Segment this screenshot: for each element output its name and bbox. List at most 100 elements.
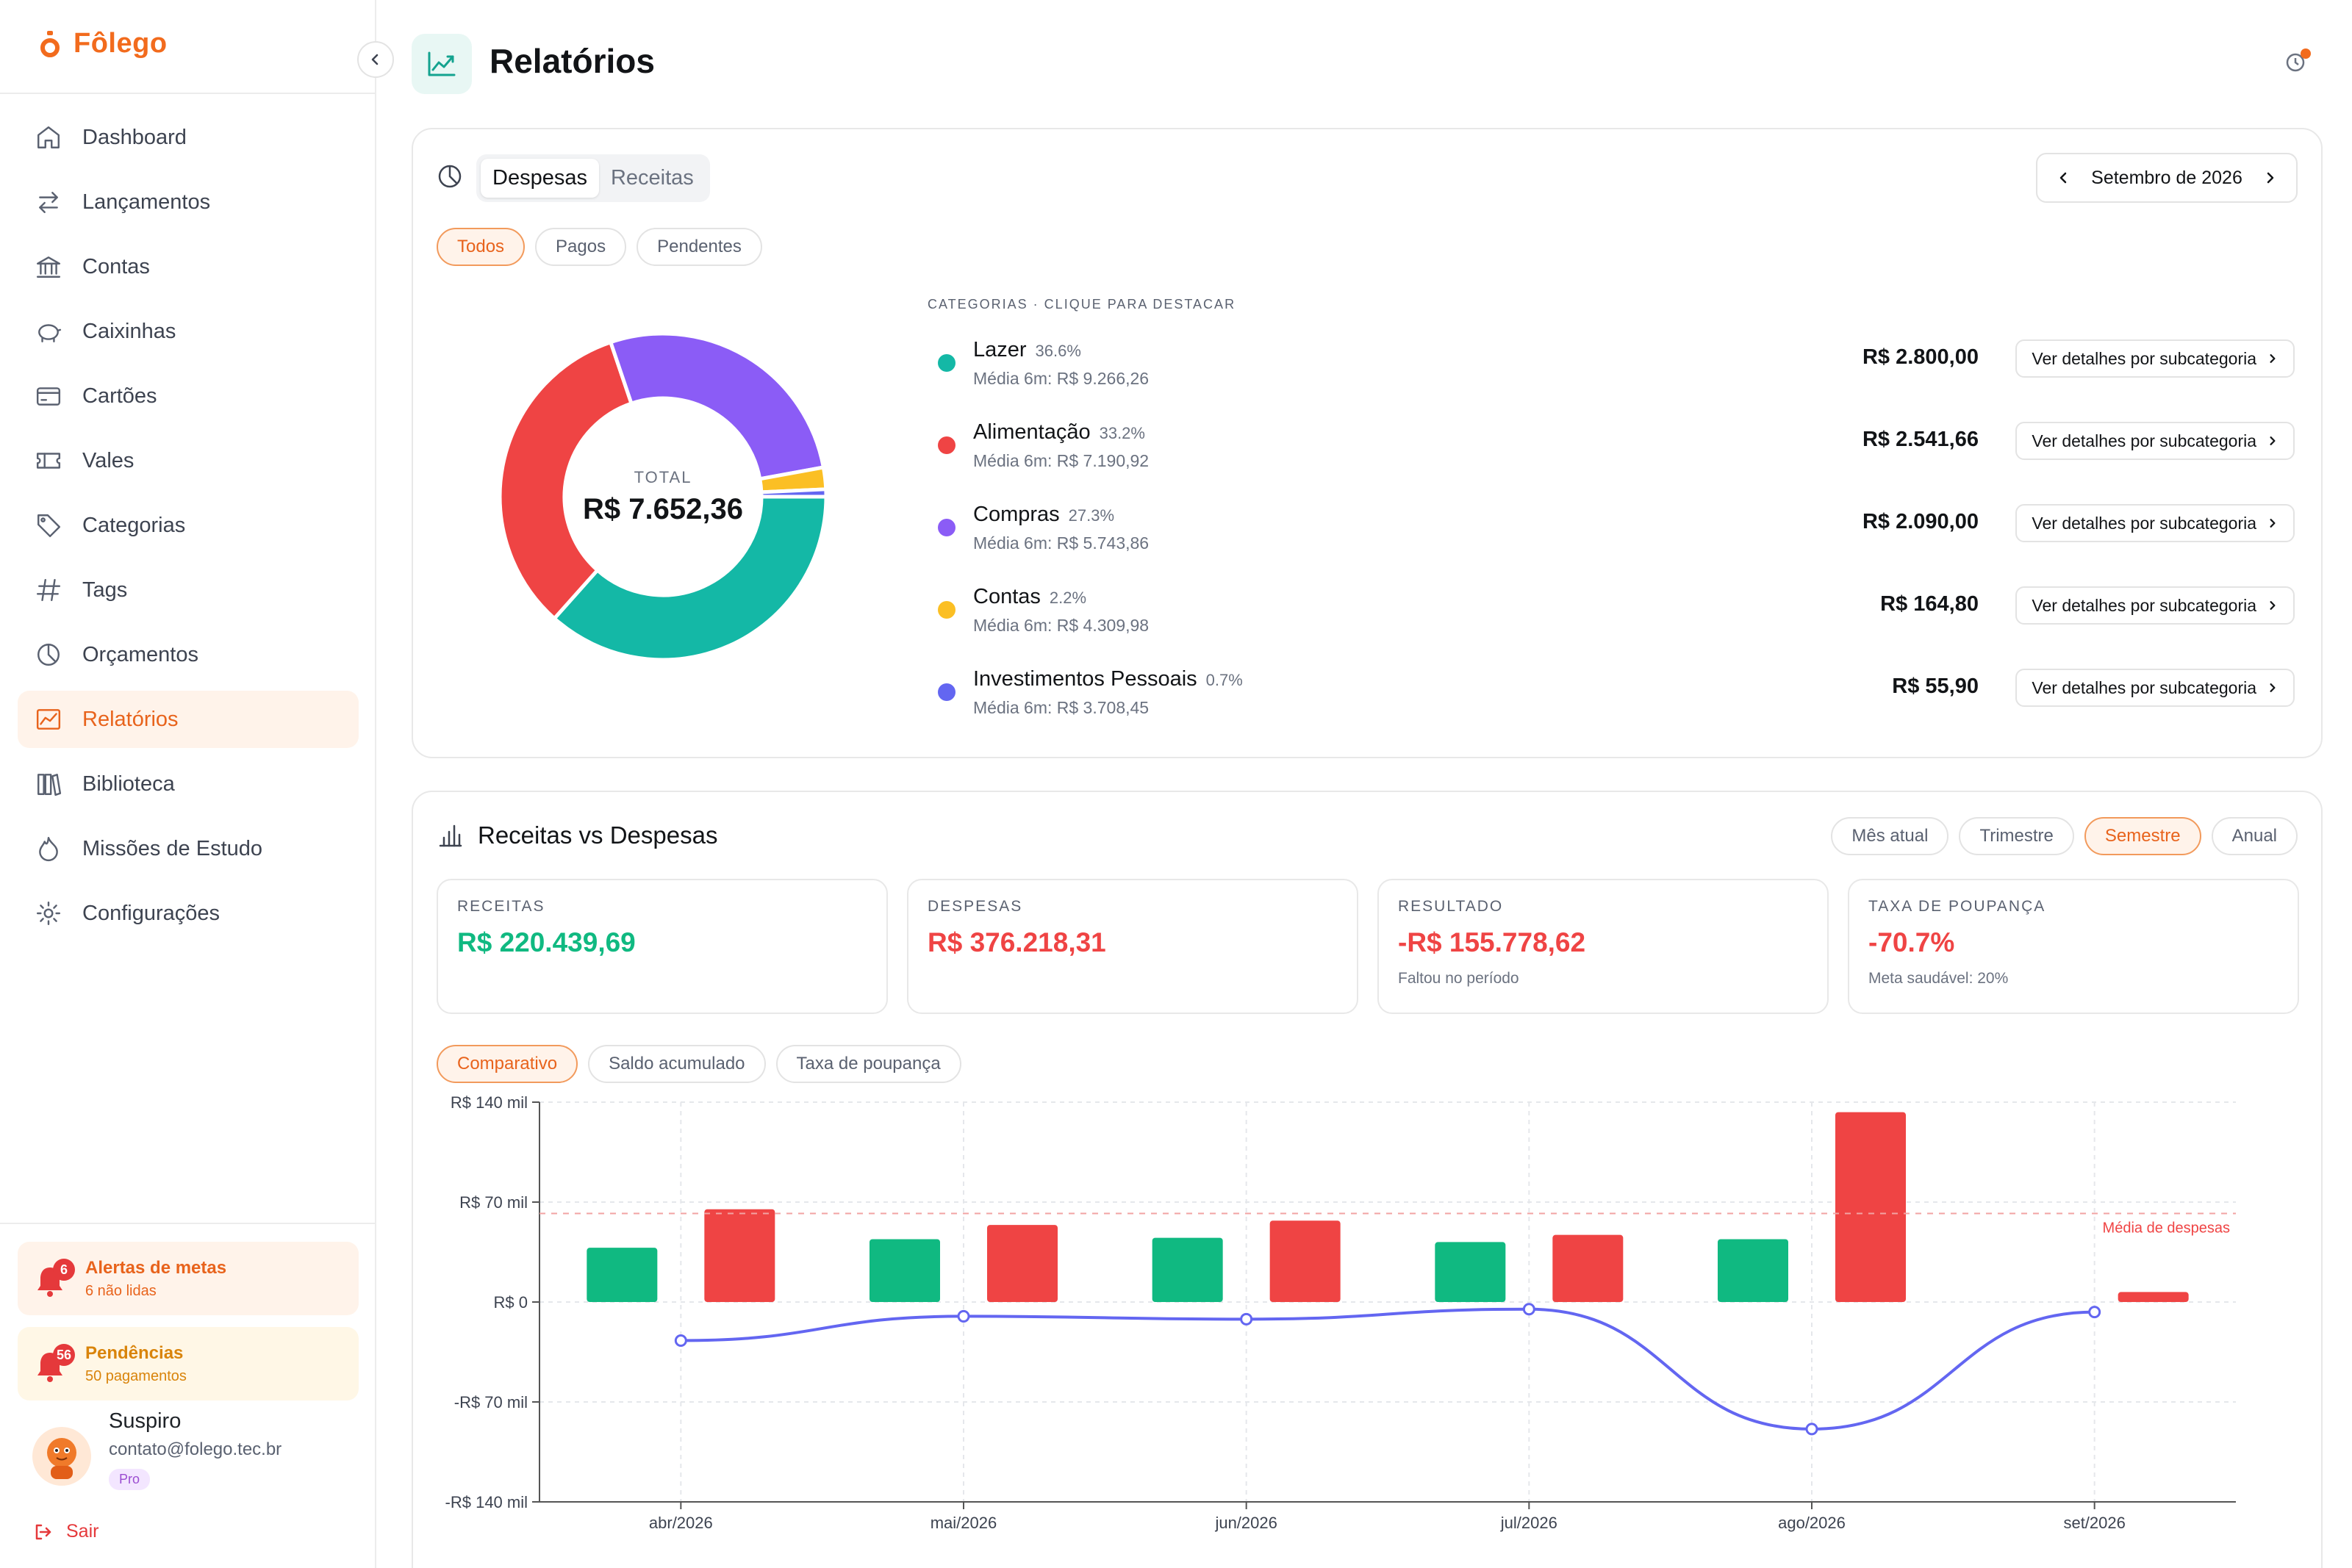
result-point[interactable] [2088,1306,2101,1319]
stat-value: -R$ 155.778,62 [1398,927,1586,957]
period-anual[interactable]: Anual [2211,817,2298,855]
brand-logo-icon [40,30,60,57]
brand[interactable]: Fôlego [40,28,168,60]
result-point[interactable] [1240,1312,1253,1326]
tag-icon [37,514,61,538]
sidebar-item-biblioteca[interactable]: Biblioteca [18,755,359,813]
y-tick-label: R$ 0 [494,1293,528,1312]
chevron-left-icon [371,54,379,65]
sidebar-item-categorias[interactable]: Categorias [18,497,359,554]
logout-icon [35,1524,51,1539]
category-row[interactable]: Alimentação 33.2% Média 6m: R$ 7.190,92 R$ … [938,417,2305,500]
x-tick-label: abr/2026 [649,1514,713,1532]
period-trimestre[interactable]: Trimestre [1959,817,2074,855]
sidebar-item-relatorios[interactable]: Relatórios [18,691,359,748]
view-subcategory-details-button[interactable]: Ver detalhes por subcategoria [2015,504,2295,542]
result-point[interactable] [1522,1303,1535,1316]
stat-subtext: Meta saudável: 20% [1868,970,2009,987]
sidebar-item-missoes-de-estudo[interactable]: Missões de Estudo [18,820,359,877]
category-color-dot [938,519,956,536]
category-row[interactable]: Contas 2.2% Média 6m: R$ 4.309,98 R$ 164,80… [938,582,2305,664]
sidebar-item-configuracoes[interactable]: Configurações [18,885,359,942]
income-bar[interactable] [1435,1242,1506,1302]
y-tick-label: -R$ 70 mil [454,1393,528,1411]
view-subcategory-details-button[interactable]: Ver detalhes por subcategoria [2015,586,2295,625]
period-mes-atual[interactable]: Mês atual [1831,817,1949,855]
sidebar-item-label: Categorias [82,513,186,537]
user-name: Suspiro [109,1409,182,1433]
stat-receitas: RECEITAS R$ 220.439,69 [437,879,888,1014]
expense-bar[interactable] [704,1209,775,1302]
sidebar-item-label: Dashboard [82,125,187,149]
income-bar[interactable] [587,1248,658,1302]
tab-despesas[interactable]: Despesas [481,159,599,198]
stat-resultado: RESULTADO -R$ 155.778,62 Faltou no perío… [1377,879,1829,1014]
period-semestre[interactable]: Semestre [2084,817,2201,855]
income-vs-expense-card: Receitas vs Despesas Mês atual Trimestre… [412,791,2323,1568]
expense-bar[interactable] [1269,1220,1341,1302]
income-bar[interactable] [1718,1239,1788,1302]
category-average: Média 6m: R$ 5.743,86 [973,533,1150,553]
expense-bar[interactable] [1835,1112,1906,1302]
donut-slice[interactable] [759,487,828,499]
view-subcategory-details-button[interactable]: Ver detalhes por subcategoria [2015,339,2295,378]
sidebar-item-orcamentos[interactable]: Orçamentos [18,626,359,683]
sidebar-item-tags[interactable]: Tags [18,561,359,619]
filter-pendentes[interactable]: Pendentes [637,228,762,266]
category-value: R$ 2.541,66 [1862,428,1979,451]
category-average: Média 6m: R$ 7.190,92 [973,451,1150,470]
result-point[interactable] [1805,1423,1818,1436]
category-average: Média 6m: R$ 3.708,45 [973,698,1150,717]
donut-slice[interactable] [608,331,826,481]
view-taxa-poupanca[interactable]: Taxa de poupança [775,1045,961,1083]
view-comparativo[interactable]: Comparativo [437,1045,578,1083]
category-row[interactable]: Compras 27.3% Média 6m: R$ 5.743,86 R$ 2.09… [938,500,2305,582]
sidebar-item-contas[interactable]: Contas [18,238,359,295]
sidebar-item-label: Orçamentos [82,642,198,666]
donut-slice[interactable] [498,339,634,622]
x-tick-label: ago/2026 [1778,1514,1846,1532]
average-expense-label: Média de despesas [2103,1220,2230,1237]
sidebar-item-lancamentos[interactable]: Lançamentos [18,173,359,231]
category-name: Compras [973,503,1060,526]
category-percent: 2.2% [1049,589,1087,607]
collapse-sidebar-button[interactable] [357,41,394,78]
logout-label: Sair [66,1521,99,1542]
category-color-dot [938,354,956,372]
filter-todos[interactable]: Todos [437,228,526,266]
expense-bar[interactable] [1552,1234,1624,1302]
chevron-right-icon[interactable] [2262,170,2277,185]
tab-receitas[interactable]: Receitas [610,166,694,190]
income-bar[interactable] [870,1239,940,1302]
goals-alert-card[interactable]: 6 Alertas de metas 6 não lidas [18,1242,359,1315]
expense-bar[interactable] [987,1225,1058,1302]
result-point[interactable] [957,1309,970,1323]
donut-slice[interactable] [551,495,828,662]
chevron-right-icon [2270,683,2276,692]
sidebar-item-caixinhas[interactable]: Caixinhas [18,303,359,360]
stat-value: -70.7% [1868,927,1955,957]
sidebar-item-cartoes[interactable]: Cartões [18,367,359,425]
logout-button[interactable]: Sair [34,1521,98,1542]
category-row[interactable]: Investimentos Pessoais 0.7% Média 6m: R$ 3… [938,664,2305,747]
pending-alert-card[interactable]: 56 Pendências 50 pagamentos [18,1327,359,1400]
view-subcategory-details-button[interactable]: Ver detalhes por subcategoria [2015,669,2295,707]
chevron-left-icon[interactable] [2057,170,2071,185]
view-subcategory-details-button[interactable]: Ver detalhes por subcategoria [2015,422,2295,460]
sidebar-item-dashboard[interactable]: Dashboard [18,109,359,166]
notifications-button[interactable] [2284,48,2311,76]
expense-bar[interactable] [2118,1292,2189,1302]
bank-icon [36,256,61,278]
sidebar-item-vales[interactable]: Vales [18,432,359,489]
details-button-label: Ver detalhes por subcategoria [2032,595,2256,615]
category-row[interactable]: Lazer 36.6% Média 6m: R$ 9.266,26 R$ 2.800,… [938,335,2305,417]
filter-pagos[interactable]: Pagos [535,228,627,266]
user-email: contato@folego.tec.br [109,1439,282,1459]
view-saldo-acumulado[interactable]: Saldo acumulado [588,1045,766,1083]
result-line [681,1307,2095,1431]
income-bar[interactable] [1152,1237,1223,1302]
user-profile[interactable]: Suspiro contato@folego.tec.br Pro [32,1409,282,1490]
category-name-line: Compras 27.3% [973,503,1114,527]
result-point[interactable] [674,1334,687,1347]
donut-total-label: TOTAL [634,467,692,486]
